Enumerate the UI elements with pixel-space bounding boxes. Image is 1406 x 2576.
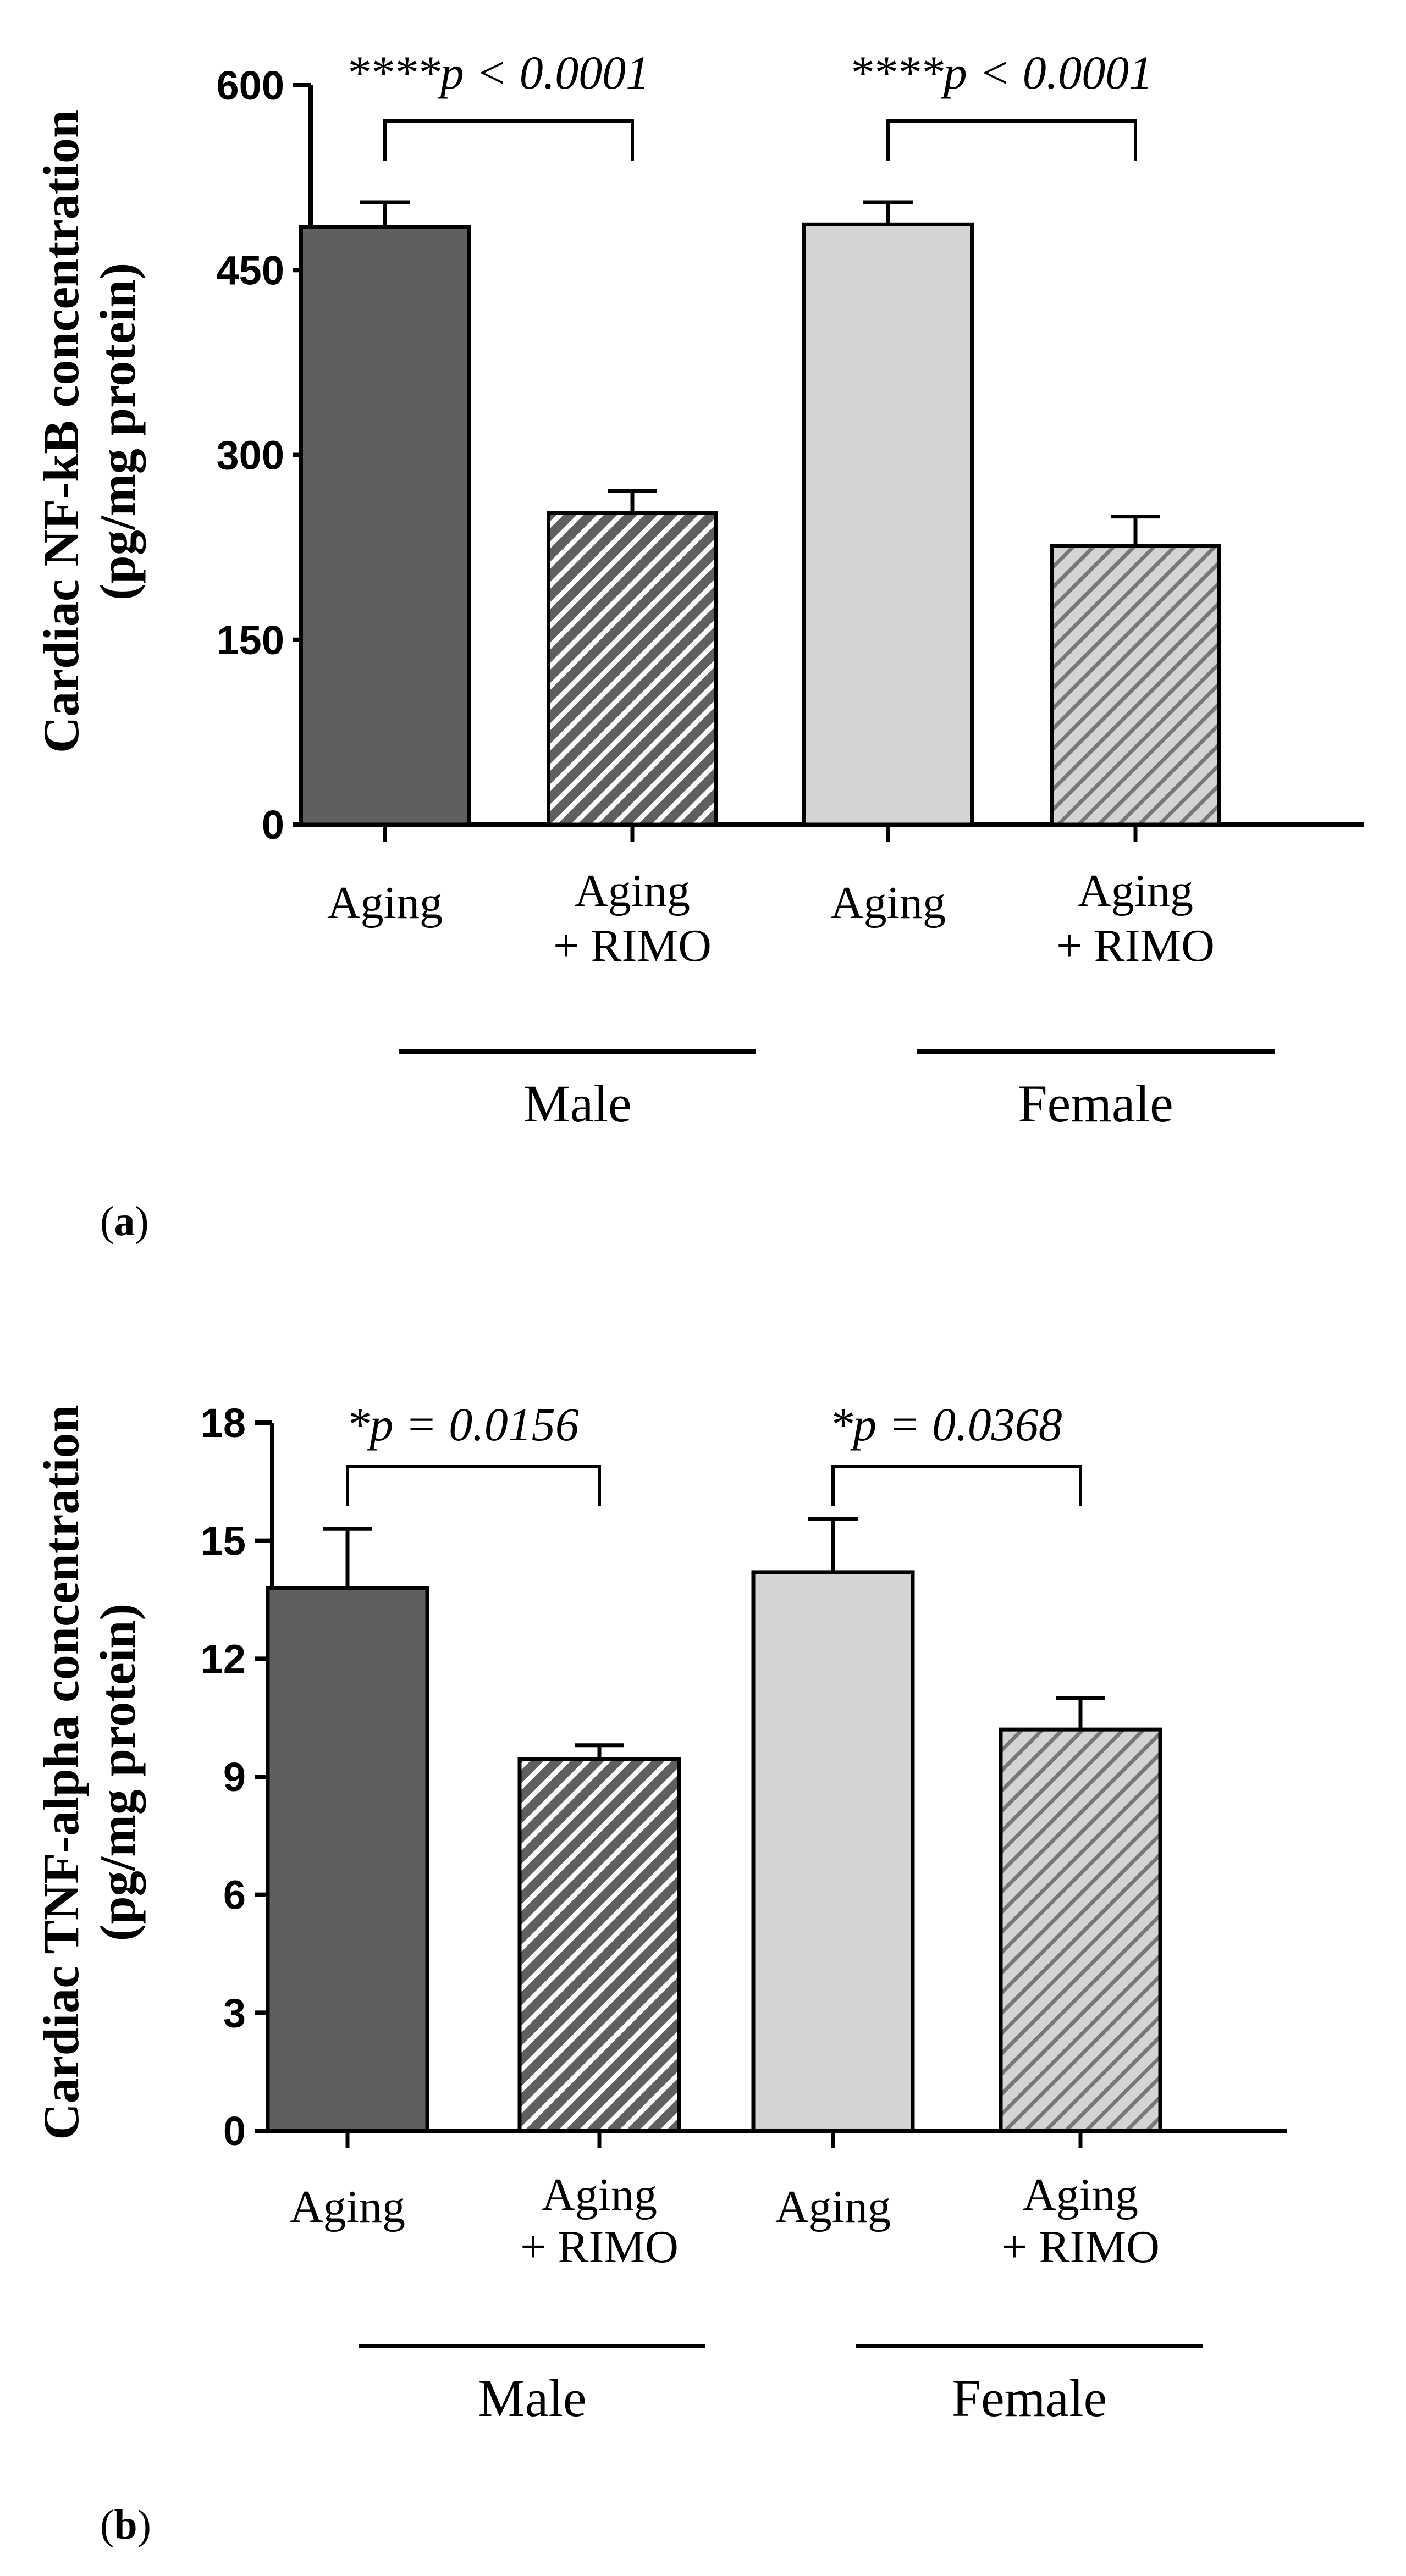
group-label: Male [478,2369,586,2428]
significance-label: *p = 0.0156 [346,1398,579,1451]
panel-label-b: (b) [100,2502,151,2548]
significance-a: ****p < 0.0001 ****p < 0.0001 [346,46,1153,161]
x-category-label-line2: + RIMO [1001,2221,1160,2273]
group-label: Female [952,2369,1107,2428]
significance-label: ****p < 0.0001 [346,46,650,99]
y-tick-label: 450 [217,247,284,293]
bars-b [266,1517,1162,2133]
group-label: Female [1018,1074,1173,1133]
bar [517,1757,681,2133]
significance-bracket [383,119,634,161]
chart-panel-a: Cardiac NF-kB concentration (pg/mg prote… [33,46,1364,1245]
x-category-label: Aging [290,2181,405,2232]
x-category-label: Aging [775,2181,891,2232]
x-category-label: Aging [830,877,946,928]
y-tick-label: 300 [217,433,284,478]
y-tick-label: 9 [223,1754,246,1800]
significance-label: *p = 0.0368 [829,1398,1062,1451]
x-category-label-line2: + RIMO [520,2221,679,2273]
x-category-label: Aging [575,865,690,916]
bar [751,1570,915,2133]
y-tick-label: 12 [201,1636,246,1682]
y-axis-title-line2: (pg/mg protein) [90,1604,146,1941]
y-tick-label: 600 [217,63,284,108]
x-category-label: Aging [542,2169,657,2220]
significance-bracket [831,1465,1082,1506]
y-tick-label: 18 [201,1400,246,1446]
significance-b: *p = 0.0156 *p = 0.0368 [346,1398,1082,1506]
axes-a: 0 150 300 450 600 [217,63,1364,848]
significance-bracket [346,1465,601,1506]
significance-label: ****p < 0.0001 [849,46,1153,99]
y-tick-label: 15 [201,1518,246,1564]
x-category-label-line2: + RIMO [1056,920,1215,971]
y-tick-label: 0 [223,2108,246,2154]
bar [999,1727,1162,2133]
x-category-label: Aging [1078,865,1193,916]
y-tick-label: 3 [223,1990,246,2036]
y-tick-label: 6 [223,1872,246,1918]
bar [547,511,718,827]
bar [802,222,974,827]
chart-panel-b: Cardiac TNF-alpha concentration (pg/mg p… [33,1398,1287,2548]
y-axis-title-line1: Cardiac TNF-alpha concentration [33,1405,89,2140]
x-category-label-line2: + RIMO [553,920,712,971]
bar [299,225,471,827]
significance-bracket [886,119,1137,161]
y-axis-title-line2: (pg/mg protein) [90,263,146,600]
y-axis-title-line1: Cardiac NF-kB concentration [33,110,89,753]
bars-a [299,200,1221,827]
panel-label-a: (a) [100,1198,149,1245]
x-category-label: Aging [327,877,443,928]
y-tick-label: 150 [217,617,284,663]
x-category-label: Aging [1023,2169,1138,2220]
group-label: Male [523,1074,631,1133]
y-tick-label: 0 [262,802,284,848]
bar [266,1586,429,2133]
bar [1050,544,1221,827]
